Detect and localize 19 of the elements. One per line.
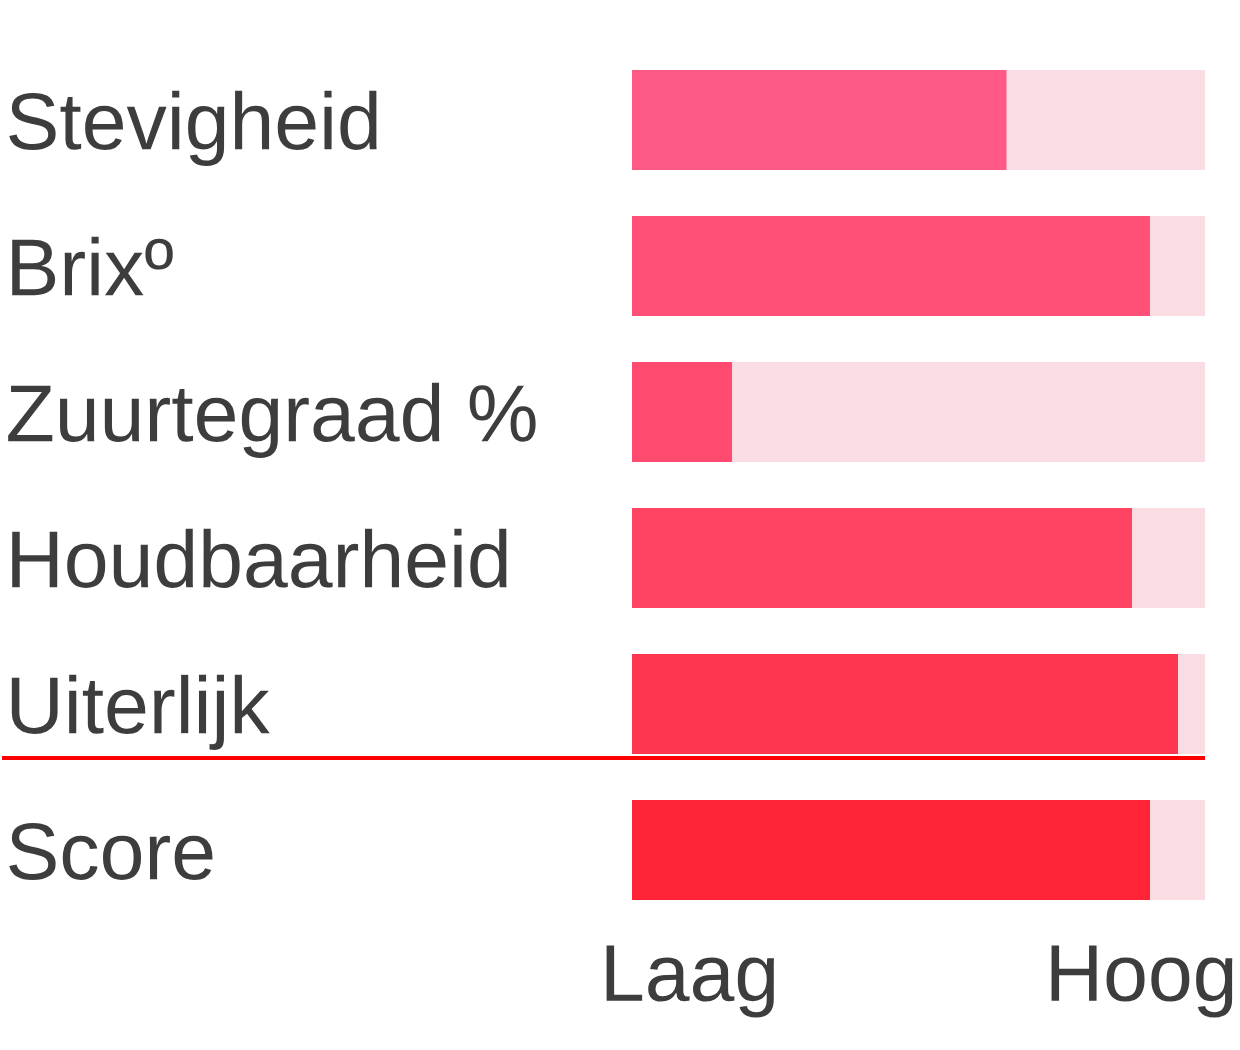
bar: [632, 216, 1150, 317]
y-tick-label: Uiterlijk: [11, 674, 270, 750]
text: Laag: [606, 945, 775, 1018]
text: Hoog: [1051, 945, 1233, 1018]
bar: [1178, 654, 1205, 755]
bar: [632, 361, 733, 463]
bar: [1149, 216, 1205, 317]
y-tick-label: Stevigheid: [9, 90, 377, 166]
y-tick-label: Zuurtegraad %: [8, 382, 536, 458]
bar: [632, 800, 1150, 901]
bar: [732, 361, 1205, 463]
bar: [632, 69, 1007, 171]
bar: [1149, 800, 1205, 901]
bar: [1132, 507, 1205, 609]
y-tick-label: Brixº: [12, 236, 173, 296]
y-tick-label: Houdbaarheid: [12, 528, 507, 588]
bar: [632, 507, 1133, 609]
bar: [1006, 69, 1205, 171]
y-tick-label: Score: [9, 822, 213, 880]
